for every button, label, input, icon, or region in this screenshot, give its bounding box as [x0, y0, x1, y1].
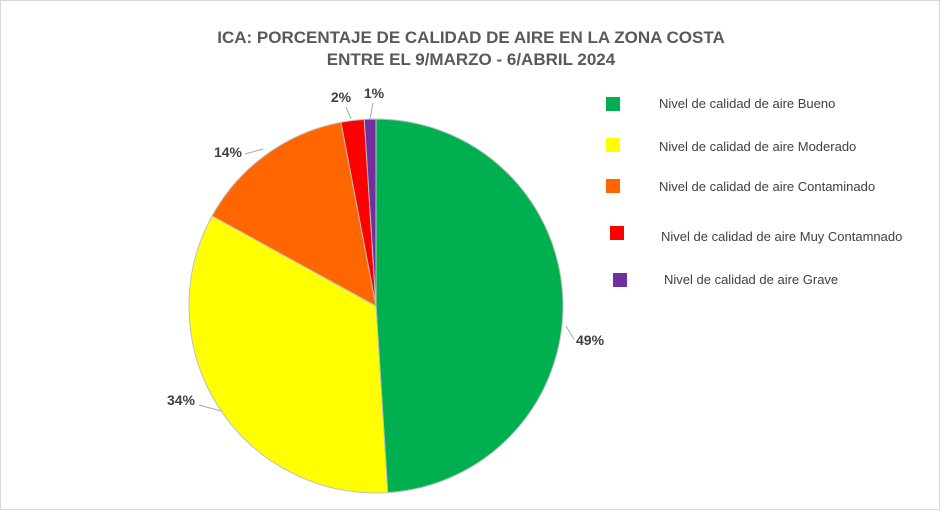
leader-line-grave [369, 102, 374, 120]
leader-line-contaminado [244, 148, 264, 155]
pie-slice-bueno [375, 118, 564, 494]
leader-line-moderado [198, 404, 222, 412]
pie-slice-grave [363, 118, 377, 307]
chart-title-line-2: ENTRE EL 9/MARZO - 6/ABRIL 2024 [326, 50, 616, 69]
data-label-grave: 1% [364, 85, 385, 101]
data-label-contaminado: 14% [214, 144, 243, 160]
data-label-moderado: 34% [167, 392, 196, 408]
leader-line-bueno [565, 325, 575, 340]
chart-title: ICA: PORCENTAJE DE CALIDAD DE AIRE EN LA… [1, 27, 940, 71]
chart-title-line-1: ICA: PORCENTAJE DE CALIDAD DE AIRE EN LA… [217, 28, 725, 47]
data-label-muy-contaminado: 2% [331, 89, 352, 105]
leader-line-muy-contaminado [345, 106, 352, 120]
pie-slice-contaminado [211, 121, 377, 307]
data-label-bueno: 49% [576, 332, 605, 348]
